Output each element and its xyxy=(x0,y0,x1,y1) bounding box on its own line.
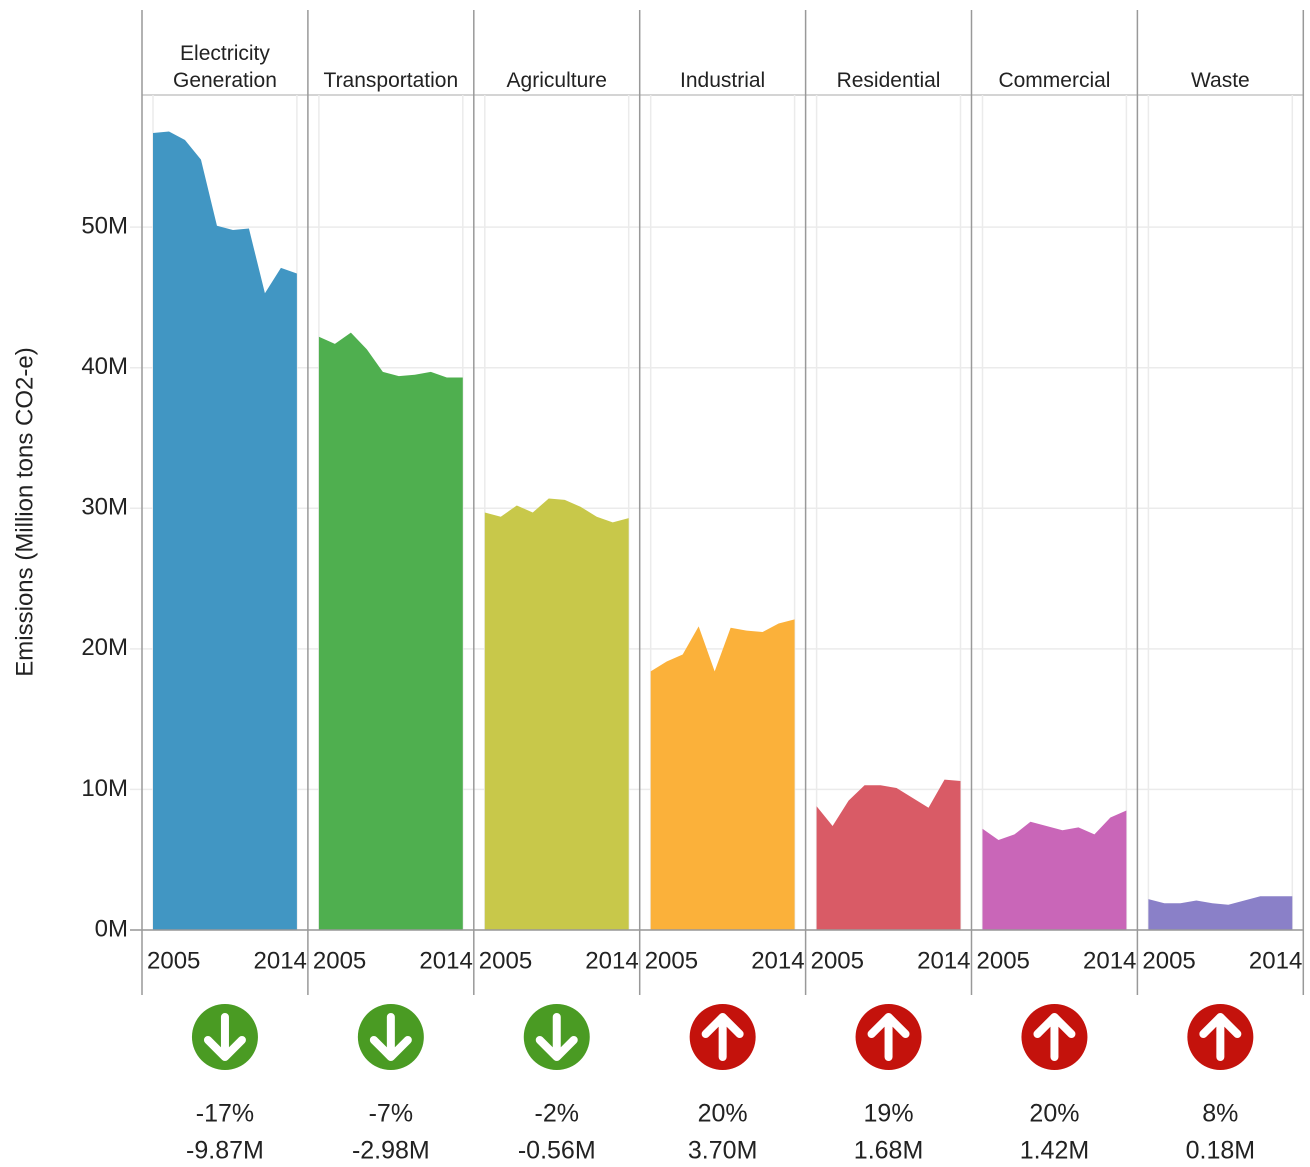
panel-title: Commercial xyxy=(998,69,1111,92)
area xyxy=(650,619,795,930)
panel-title: Residential xyxy=(836,69,941,92)
icon-arrow xyxy=(1033,1013,1076,1061)
change-icon xyxy=(689,1004,756,1070)
y-tick-label: 0M xyxy=(95,915,128,942)
y-tick-label: 40M xyxy=(81,353,128,380)
change-abs-label: 1.68M xyxy=(854,1137,923,1165)
area xyxy=(982,810,1127,930)
x-tick-label: 2014 xyxy=(751,947,804,974)
icon-arrow xyxy=(867,1013,910,1061)
change-pct-label: 8% xyxy=(1202,1100,1238,1128)
area xyxy=(153,131,297,930)
change-icon xyxy=(191,1004,258,1070)
change-icon xyxy=(523,1004,590,1070)
change-pct-label: 20% xyxy=(698,1100,748,1128)
y-tick-label: 50M xyxy=(81,212,128,239)
change-abs-label: -9.87M xyxy=(186,1137,264,1165)
area xyxy=(816,779,961,930)
x-tick-label: 2005 xyxy=(645,947,698,974)
x-tick-label: 2005 xyxy=(977,947,1030,974)
panel-title: Transportation xyxy=(323,69,459,92)
y-tick-label: 20M xyxy=(81,634,128,661)
x-tick-label: 2005 xyxy=(811,947,864,974)
x-tick-label: 2014 xyxy=(254,947,307,974)
icon-arrow xyxy=(701,1013,744,1061)
y-tick-label: 10M xyxy=(81,775,128,802)
x-tick-label: 2014 xyxy=(1083,947,1136,974)
change-pct-label: -2% xyxy=(535,1100,579,1128)
change-pct-label: -7% xyxy=(369,1100,413,1128)
change-abs-label: 1.42M xyxy=(1020,1137,1089,1165)
panel-title: Waste xyxy=(1190,69,1250,92)
change-pct-label: 20% xyxy=(1029,1100,1079,1128)
x-tick-label: 2014 xyxy=(419,947,472,974)
area xyxy=(1148,896,1293,930)
x-tick-label: 2014 xyxy=(1249,947,1302,974)
change-abs-label: 0.18M xyxy=(1186,1137,1255,1165)
y-axis-label: Emissions (Million tons CO2-e) xyxy=(11,347,38,676)
area xyxy=(318,332,463,930)
change-icon xyxy=(1021,1004,1088,1070)
x-tick-label: 2014 xyxy=(585,947,638,974)
x-tick-label: 2005 xyxy=(313,947,366,974)
panel-title: Electricity Generation xyxy=(172,42,277,92)
change-pct-label: -17% xyxy=(196,1100,254,1128)
panel-title: Agriculture xyxy=(506,69,607,92)
x-tick-label: 2005 xyxy=(147,947,200,974)
change-abs-label: -0.56M xyxy=(518,1137,596,1165)
y-tick-label: 30M xyxy=(81,494,128,521)
change-icon xyxy=(1187,1004,1254,1070)
panel-title: Industrial xyxy=(680,69,766,92)
x-tick-label: 2014 xyxy=(917,947,970,974)
change-abs-label: -2.98M xyxy=(352,1137,430,1165)
x-tick-label: 2005 xyxy=(1142,947,1195,974)
icon-arrow xyxy=(369,1013,412,1061)
icon-arrow xyxy=(1199,1013,1242,1061)
icon-arrow xyxy=(535,1013,578,1061)
change-icon xyxy=(855,1004,922,1070)
x-tick-label: 2005 xyxy=(479,947,532,974)
change-icon xyxy=(357,1004,424,1070)
change-pct-label: 19% xyxy=(864,1100,914,1128)
icon-arrow xyxy=(203,1013,246,1061)
change-abs-label: 3.70M xyxy=(688,1137,757,1165)
area xyxy=(484,498,629,930)
